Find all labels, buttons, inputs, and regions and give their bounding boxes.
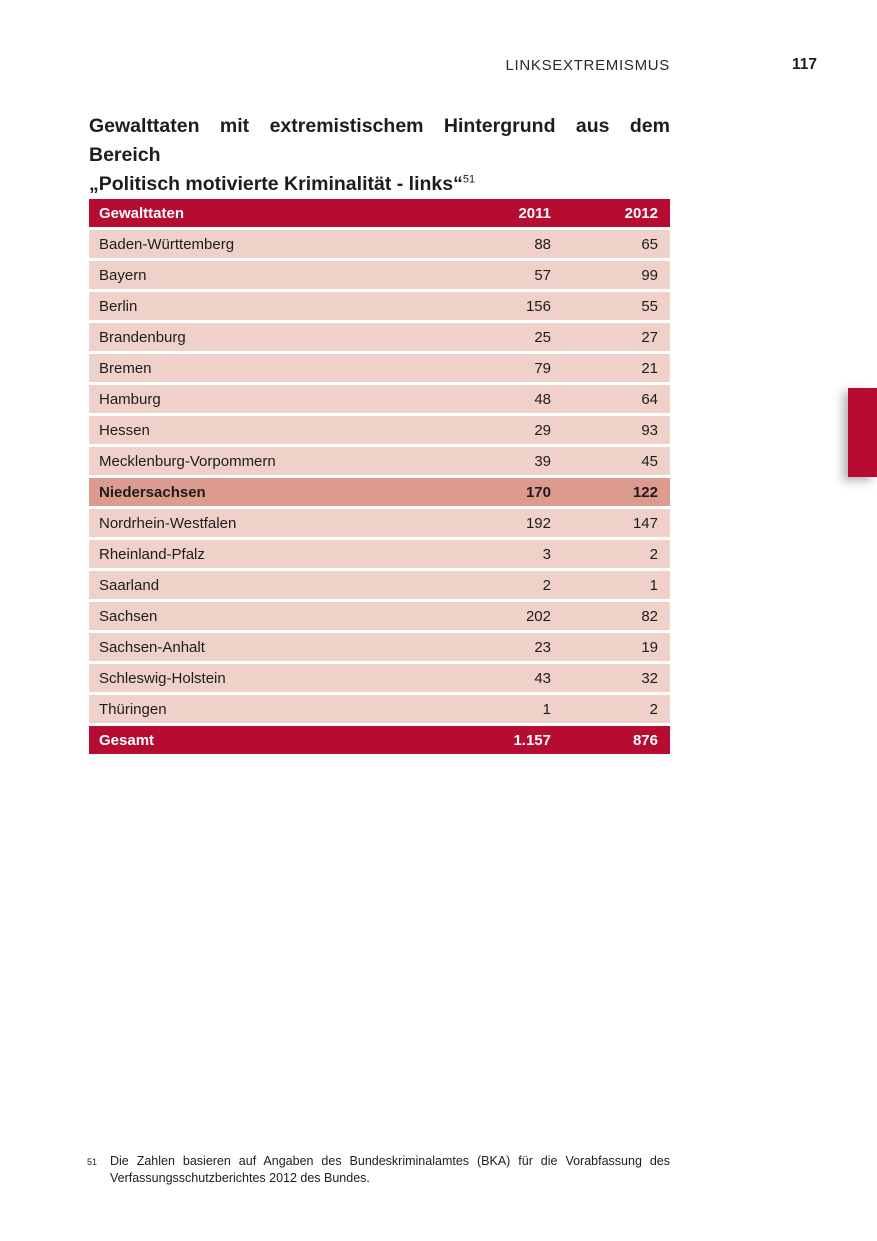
footnote-marker: 51 (87, 1157, 98, 1167)
row-label: Thüringen (99, 700, 167, 718)
row-label: Sachsen (99, 607, 158, 625)
table-row: Thüringen 1 2 (89, 695, 670, 723)
row-value-2012: 122 (632, 483, 658, 501)
table-row: Bayern 57 99 (89, 261, 670, 289)
row-label: Nordrhein-Westfalen (99, 514, 237, 532)
running-head: LINKSEXTREMISMUS (505, 57, 670, 74)
row-value-2011: 39 (534, 452, 551, 470)
row-value-2012: 21 (641, 359, 658, 377)
row-label: Rheinland-Pfalz (99, 545, 205, 563)
table-row: Baden-Württemberg 88 65 (89, 230, 670, 258)
row-value-2011: 3 (542, 545, 551, 563)
title-line-2: „Politisch motivierte Kriminalität - lin… (89, 170, 670, 199)
table-row: Rheinland-Pfalz 3 2 (89, 540, 670, 568)
table-row: Hessen 29 93 (89, 416, 670, 444)
row-label: Bayern (99, 266, 147, 284)
table-row: Sachsen 202 82 (89, 602, 670, 630)
row-label: Hessen (99, 421, 150, 439)
row-value-2012: 99 (641, 266, 658, 284)
row-value-2012: 2 (649, 545, 658, 563)
row-value-2012: 64 (641, 390, 658, 408)
table-row: Niedersachsen 170 122 (89, 478, 670, 506)
row-value-2011: 88 (534, 235, 551, 253)
title-line-2-text: „Politisch motivierte Kriminalität - lin… (89, 173, 463, 195)
row-label: Schleswig-Holstein (99, 669, 226, 687)
row-value-2012: 147 (632, 514, 658, 532)
total-value-2012: 876 (632, 731, 658, 749)
row-label: Niedersachsen (99, 483, 206, 501)
row-value-2011: 192 (525, 514, 551, 532)
table-row: Mecklenburg-Vorpommern 39 45 (89, 447, 670, 475)
table-header-label: Gewalttaten (99, 204, 185, 222)
total-value-2011: 1.157 (513, 731, 551, 749)
table-row: Sachsen-Anhalt 23 19 (89, 633, 670, 661)
document-title: Gewalttaten mit extremistischem Hintergr… (89, 112, 670, 199)
row-value-2011: 2 (542, 576, 551, 594)
footnote-text: Die Zahlen basieren auf Angaben des Bund… (110, 1154, 670, 1185)
row-value-2011: 79 (534, 359, 551, 377)
row-value-2011: 170 (525, 483, 551, 501)
row-value-2011: 25 (534, 328, 551, 346)
table-row: Bremen 79 21 (89, 354, 670, 382)
row-value-2011: 156 (525, 297, 551, 315)
table-row: Brandenburg 25 27 (89, 323, 670, 351)
row-label: Hamburg (99, 390, 161, 408)
title-line-1: Gewalttaten mit extremistischem Hintergr… (89, 115, 670, 166)
row-label: Berlin (99, 297, 138, 315)
row-value-2012: 2 (649, 700, 658, 718)
row-label: Baden-Württemberg (99, 235, 235, 253)
row-value-2012: 82 (641, 607, 658, 625)
total-label: Gesamt (99, 731, 155, 749)
table-row: Schleswig-Holstein 43 32 (89, 664, 670, 692)
row-label: Sachsen-Anhalt (99, 638, 205, 656)
footnote: 51 Die Zahlen basieren auf Angaben des B… (87, 1153, 670, 1187)
table-header-2011: 2011 (518, 204, 551, 222)
chapter-edge-tab (848, 388, 877, 477)
table-row: Hamburg 48 64 (89, 385, 670, 413)
table-row: Saarland 2 1 (89, 571, 670, 599)
row-value-2011: 202 (525, 607, 551, 625)
row-value-2012: 27 (641, 328, 658, 346)
row-value-2012: 32 (641, 669, 658, 687)
row-value-2012: 93 (641, 421, 658, 439)
row-value-2011: 57 (534, 266, 551, 284)
row-value-2011: 23 (534, 638, 551, 656)
row-value-2012: 19 (641, 638, 658, 656)
table-header-row: Gewalttaten 2011 2012 (89, 199, 670, 227)
row-value-2011: 43 (534, 669, 551, 687)
gewalttaten-table: Gewalttaten 2011 2012 Baden-Württemberg 8… (89, 199, 670, 754)
table-header-2012: 2012 (624, 204, 658, 222)
row-label: Saarland (99, 576, 160, 594)
table-row: Berlin 156 55 (89, 292, 670, 320)
table-body: Baden-Württemberg 88 65 Bayern 57 99 Berlin 156… (89, 230, 670, 723)
page-number: 117 (791, 56, 817, 73)
row-value-2011: 29 (534, 421, 551, 439)
row-value-2012: 1 (649, 576, 658, 594)
row-label: Brandenburg (99, 328, 186, 346)
row-value-2011: 48 (534, 390, 551, 408)
row-label: Bremen (99, 359, 152, 377)
row-label: Mecklenburg-Vorpommern (99, 452, 276, 470)
row-value-2011: 1 (542, 700, 551, 718)
row-value-2012: 45 (641, 452, 658, 470)
table-row: Nordrhein-Westfalen 192 147 (89, 509, 670, 537)
table-total-row: Gesamt 1.157 876 (89, 726, 670, 754)
title-footnote-ref: 51 (462, 173, 476, 186)
row-value-2012: 65 (641, 235, 658, 253)
row-value-2012: 55 (641, 297, 658, 315)
